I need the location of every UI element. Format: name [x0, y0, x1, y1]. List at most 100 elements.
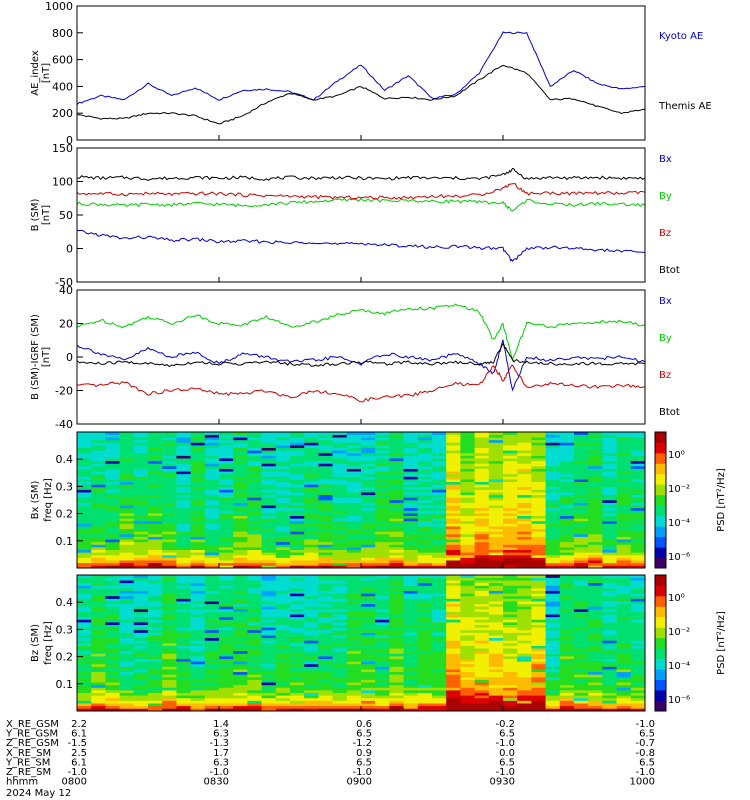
heatmap-cell: [616, 442, 632, 446]
heatmap-cell: [290, 500, 305, 503]
heatmap-cell: [474, 635, 490, 639]
heatmap-cell: [105, 616, 120, 620]
heatmap-cell: [559, 648, 575, 652]
heatmap-cell: [219, 611, 234, 615]
heatmap-cell: [247, 510, 262, 514]
heatmap-cell: [361, 653, 376, 657]
heatmap-cell: [602, 549, 617, 553]
heatmap-cell: [219, 619, 234, 623]
heatmap-cell: [375, 650, 390, 654]
y-axis-label-line: AE_index: [30, 50, 41, 96]
heatmap-cell: [148, 562, 163, 566]
heatmap-cell: [77, 629, 92, 633]
heatmap-cell: [332, 515, 348, 519]
heatmap-cell: [261, 476, 277, 480]
colorbar-segment: [655, 452, 666, 464]
heatmap-cell: [219, 622, 234, 625]
heatmap-cell: [346, 692, 362, 696]
heatmap-cell: [77, 536, 92, 540]
heatmap-cell: [361, 585, 376, 589]
heatmap-cell: [290, 473, 305, 477]
heatmap-cell: [630, 520, 646, 524]
heatmap-cell: [460, 663, 475, 667]
heatmap-cell: [531, 632, 546, 636]
heatmap-cell: [446, 661, 461, 665]
heatmap-cell: [247, 684, 262, 688]
heatmap-cell: [290, 588, 305, 591]
heatmap-cell: [574, 598, 589, 602]
heatmap-cell: [233, 575, 248, 578]
heatmap-cell: [332, 669, 348, 673]
heatmap-cell: [375, 455, 390, 459]
heatmap-cell: [318, 682, 333, 686]
heatmap-cell: [503, 552, 518, 556]
heatmap-cell: [332, 697, 348, 701]
heatmap-cell: [204, 684, 220, 688]
heatmap-cell: [375, 531, 390, 535]
heatmap-cell: [389, 598, 404, 602]
heatmap-cell: [133, 463, 149, 467]
heatmap-cell: [488, 445, 504, 448]
heatmap-cell: [77, 663, 92, 667]
heatmap-cell: [602, 526, 617, 530]
heatmap-cell: [574, 622, 589, 625]
heatmap-cell: [446, 593, 461, 597]
heatmap-cell: [346, 473, 362, 477]
heatmap-cell: [77, 565, 92, 569]
heatmap-cell: [219, 692, 234, 696]
heatmap-cell: [446, 547, 461, 550]
heatmap-cell: [630, 661, 646, 665]
heatmap-cell: [602, 663, 617, 667]
heatmap-cell: [219, 560, 234, 564]
heatmap-cell: [233, 677, 248, 680]
heatmap-cell: [630, 486, 646, 490]
heatmap-cell: [361, 595, 376, 599]
heatmap-cell: [616, 677, 632, 680]
heatmap-cell: [105, 442, 120, 446]
heatmap-cell: [204, 674, 220, 678]
heatmap-cell: [417, 536, 433, 540]
heatmap-cell: [290, 695, 305, 699]
heatmap-cell: [318, 432, 333, 435]
heatmap-cell: [219, 479, 234, 482]
heatmap-cell: [133, 523, 149, 527]
heatmap-cell: [361, 489, 376, 493]
heatmap-cell: [446, 557, 461, 561]
heatmap-cell: [446, 590, 461, 594]
heatmap-cell: [503, 595, 518, 599]
heatmap-cell: [616, 674, 632, 678]
heatmap-cell: [559, 484, 575, 488]
heatmap-cell: [261, 614, 277, 618]
heatmap-cell: [304, 552, 319, 556]
heatmap-cell: [503, 460, 518, 464]
heatmap-cell: [389, 703, 404, 707]
heatmap-cell: [361, 447, 376, 451]
heatmap-cell: [389, 510, 404, 514]
heatmap-cell: [417, 669, 433, 673]
heatmap-cell: [375, 520, 390, 524]
heatmap-cell: [432, 544, 447, 548]
heatmap-cell: [332, 466, 348, 469]
heatmap-cell: [474, 632, 490, 636]
heatmap-cell: [91, 463, 106, 467]
heatmap-cell: [446, 588, 461, 591]
heatmap-cell: [531, 515, 546, 519]
heatmap-cell: [417, 577, 433, 581]
heatmap-cell: [446, 523, 461, 527]
heatmap-cell: [91, 653, 106, 657]
plot-frame: [76, 5, 646, 141]
heatmap-cell: [375, 547, 390, 550]
heatmap-cell: [133, 643, 149, 646]
heatmap-cell: [460, 614, 475, 618]
heatmap-cell: [488, 580, 504, 584]
heatmap-cell: [148, 528, 163, 532]
heatmap-cell: [233, 523, 248, 527]
y-tick-label: 0.1: [56, 678, 74, 691]
heatmap-cell: [488, 703, 504, 707]
heatmap-cell: [133, 705, 149, 709]
heatmap-cell: [190, 700, 206, 704]
heatmap-cell: [488, 554, 504, 558]
heatmap-cell: [105, 593, 120, 597]
heatmap-cell: [119, 643, 135, 646]
heatmap-cell: [77, 609, 92, 612]
